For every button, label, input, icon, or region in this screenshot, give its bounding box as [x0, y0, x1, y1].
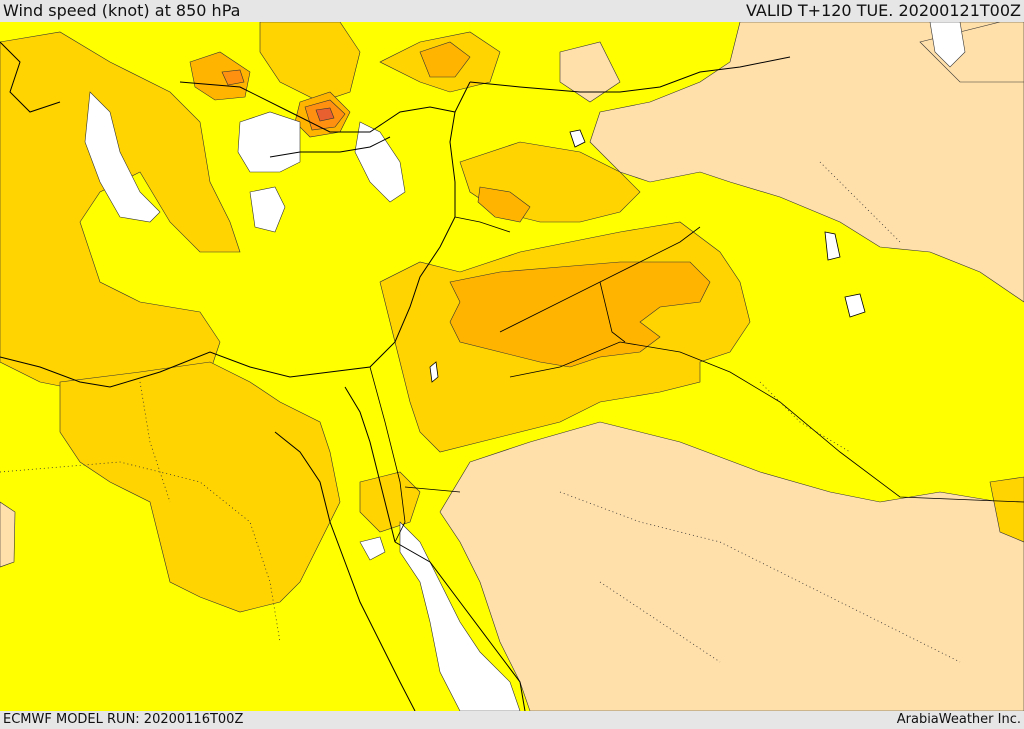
- core-zones: [315, 107, 335, 122]
- calm-zones: [0, 22, 1024, 711]
- inland-waters: [429, 129, 866, 383]
- country-borders: [369, 216, 1024, 543]
- map-title: Wind speed (knot) at 850 hPa: [3, 1, 241, 20]
- internal-boundaries: [0, 161, 961, 663]
- wind-speed-map: [0, 22, 1024, 711]
- credit: ArabiaWeather Inc.: [896, 712, 1021, 727]
- strong-zones: [189, 41, 711, 368]
- model-run: ECMWF MODEL RUN: 20200116T00Z: [3, 712, 244, 727]
- valid-time: VALID T+120 TUE. 20200121T00Z: [745, 1, 1021, 20]
- footer-bar: ECMWF MODEL RUN: 20200116T00Z ArabiaWeat…: [0, 711, 1024, 729]
- sea-calm-zones: [84, 22, 966, 711]
- header-bar: Wind speed (knot) at 850 hPa VALID T+120…: [0, 0, 1024, 22]
